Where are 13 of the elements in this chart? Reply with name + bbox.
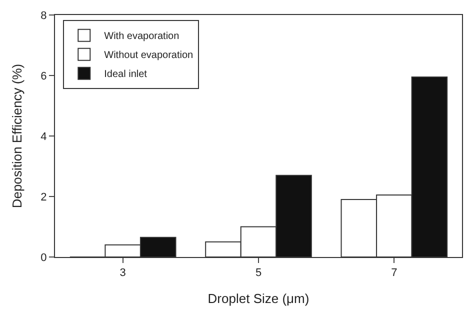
x-tick-label: 3	[120, 267, 126, 280]
legend-label: Without evaporation	[104, 50, 194, 62]
y-tick-label: 0	[40, 252, 47, 264]
legend-label: With evaporation	[104, 31, 180, 42]
y-tick-label: 2	[40, 191, 47, 204]
x-tick-label: 5	[255, 267, 262, 280]
y-tick-label: 6	[40, 70, 47, 82]
x-tick-label: 7	[391, 267, 398, 280]
x-axis-title: Droplet Size (μm)	[208, 290, 310, 306]
y-axis-title: Deposition Efficiency (%)	[10, 64, 25, 208]
y-tick-label: 8	[40, 10, 47, 22]
y-tick-label: 4	[40, 130, 47, 143]
legend-label: Ideal inlet	[104, 69, 148, 80]
